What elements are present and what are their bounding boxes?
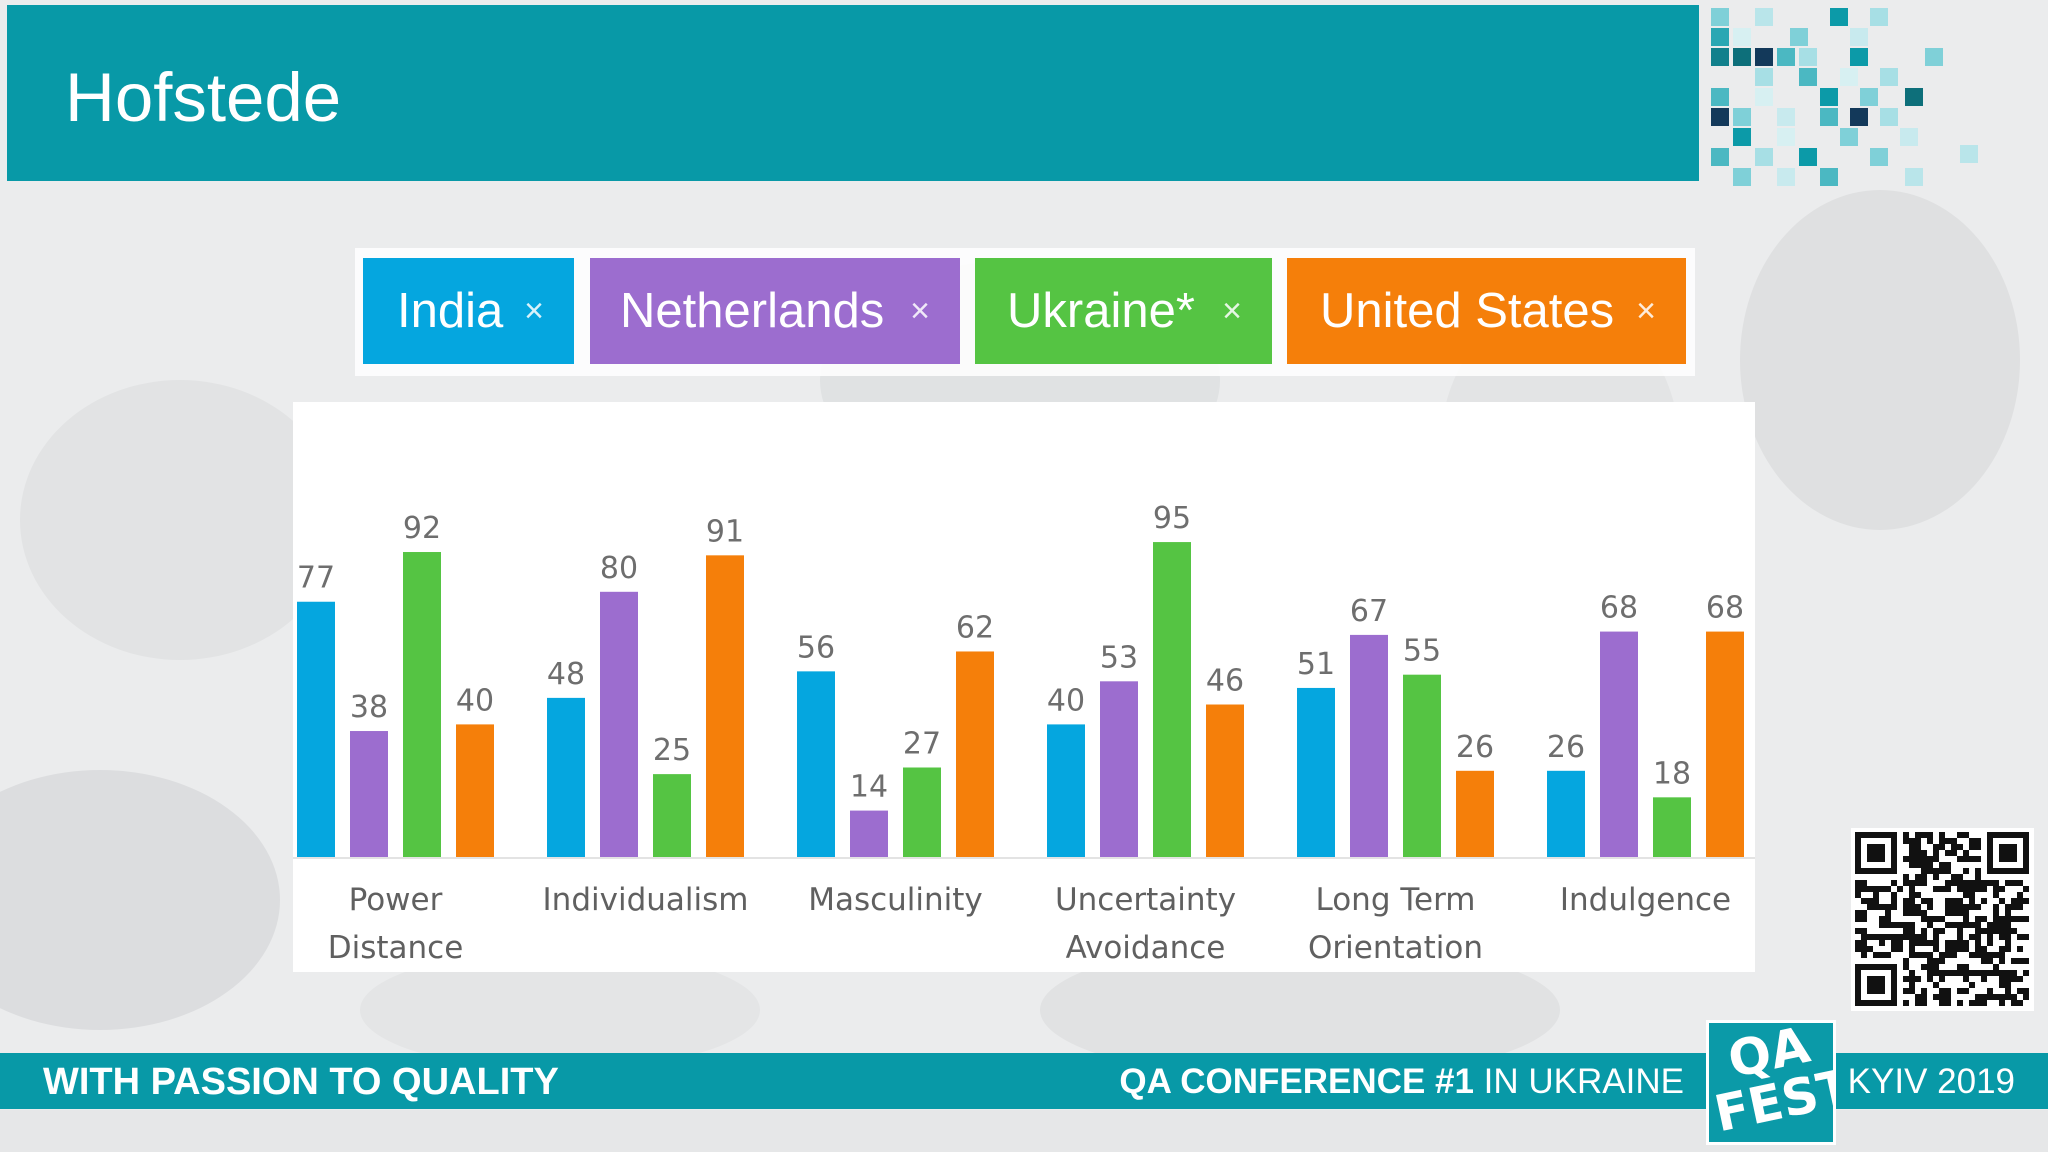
data-label: 55 (1403, 634, 1441, 669)
bar-india-long-term-orientation[interactable] (1297, 687, 1335, 857)
data-label: 27 (903, 726, 941, 761)
bar-india-power-distance[interactable] (297, 601, 335, 857)
bar-united-states-uncertainty-avoidance[interactable] (1206, 704, 1244, 857)
bar-united-states-long-term-orientation[interactable] (1456, 770, 1494, 857)
data-label: 68 (1600, 591, 1638, 626)
category-label: Distance (328, 930, 464, 966)
remove-icon[interactable]: × (524, 292, 544, 330)
footer-conference-rest: IN UKRAINE (1473, 1062, 1684, 1101)
category-label: Uncertainty (1055, 882, 1236, 918)
legend-label: Ukraine* (1007, 284, 1195, 338)
data-label: 38 (350, 690, 388, 725)
remove-icon[interactable]: × (1636, 292, 1656, 330)
data-label: 46 (1206, 664, 1244, 699)
bar-united-states-power-distance[interactable] (456, 724, 494, 857)
slide-title: Hofstede (65, 59, 342, 136)
bar-ukraine-individualism[interactable] (653, 774, 691, 857)
chart-panel (293, 402, 1755, 972)
legend-item-netherlands[interactable]: Netherlands × (590, 258, 960, 364)
category-label: Masculinity (808, 882, 983, 918)
data-label: 53 (1100, 640, 1138, 675)
bar-netherlands-individualism[interactable] (600, 591, 638, 857)
bar-india-individualism[interactable] (547, 697, 585, 857)
legend-label: United States (1320, 284, 1615, 338)
bar-ukraine-uncertainty-avoidance[interactable] (1153, 542, 1191, 857)
footer-conference: QA CONFERENCE #1 IN UKRAINE (1119, 1053, 1684, 1111)
bar-ukraine-long-term-orientation[interactable] (1403, 674, 1441, 857)
category-label: Individualism (543, 882, 749, 918)
category-label: Avoidance (1066, 930, 1226, 966)
data-label: 40 (1047, 683, 1085, 718)
category-label: Indulgence (1560, 882, 1731, 918)
data-label: 51 (1297, 647, 1335, 682)
bar-netherlands-long-term-orientation[interactable] (1350, 634, 1388, 857)
category-label: Power (349, 882, 443, 918)
remove-icon[interactable]: × (1222, 292, 1242, 330)
qafest-logo: QA FEST (1706, 1020, 1836, 1145)
data-label: 26 (1456, 730, 1494, 765)
qafest-logo-text: QA FEST (1709, 1023, 1833, 1142)
bar-united-states-masculinity[interactable] (956, 651, 994, 857)
data-label: 95 (1153, 501, 1191, 536)
data-label: 18 (1653, 756, 1691, 791)
data-label: 62 (956, 610, 994, 645)
legend-item-india[interactable]: India × (363, 258, 574, 364)
data-label: 91 (706, 514, 744, 549)
bar-netherlands-uncertainty-avoidance[interactable] (1100, 681, 1138, 857)
data-label: 25 (653, 733, 691, 768)
bar-united-states-individualism[interactable] (706, 555, 744, 857)
bar-india-uncertainty-avoidance[interactable] (1047, 724, 1085, 857)
data-label: 40 (456, 683, 494, 718)
bar-netherlands-masculinity[interactable] (850, 810, 888, 857)
legend-item-ukraine[interactable]: Ukraine* × (975, 258, 1272, 364)
bar-united-states-indulgence[interactable] (1706, 631, 1744, 857)
footer-event: KYIV 2019 (1847, 1062, 2015, 1101)
data-label: 48 (547, 657, 585, 692)
data-label: 80 (600, 551, 638, 586)
category-label: Orientation (1308, 930, 1483, 966)
data-label: 26 (1547, 730, 1585, 765)
footer-conference-bold: QA CONFERENCE #1 (1119, 1062, 1474, 1101)
bar-ukraine-masculinity[interactable] (903, 767, 941, 857)
category-label: Long Term (1315, 882, 1475, 918)
qr-code (1851, 828, 2034, 1011)
data-label: 92 (403, 511, 441, 546)
legend-label: Netherlands (620, 284, 885, 338)
legend-item-united-states[interactable]: United States × (1287, 258, 1686, 364)
bar-india-masculinity[interactable] (797, 671, 835, 857)
bar-netherlands-power-distance[interactable] (350, 731, 388, 857)
remove-icon[interactable]: × (910, 292, 930, 330)
slide-header: Hofstede (7, 5, 1699, 181)
bar-ukraine-power-distance[interactable] (403, 552, 441, 857)
data-label: 56 (797, 630, 835, 665)
data-label: 77 (297, 561, 335, 596)
data-label: 68 (1706, 591, 1744, 626)
pixel-mosaic-decoration (1711, 8, 1978, 186)
legend-label: India (397, 284, 504, 338)
data-label: 67 (1350, 594, 1388, 629)
data-label: 14 (850, 770, 888, 805)
bar-netherlands-indulgence[interactable] (1600, 631, 1638, 857)
bar-india-indulgence[interactable] (1547, 770, 1585, 857)
bar-ukraine-indulgence[interactable] (1653, 797, 1691, 857)
footer-slogan: WITH PASSION TO QUALITY (43, 1061, 559, 1103)
